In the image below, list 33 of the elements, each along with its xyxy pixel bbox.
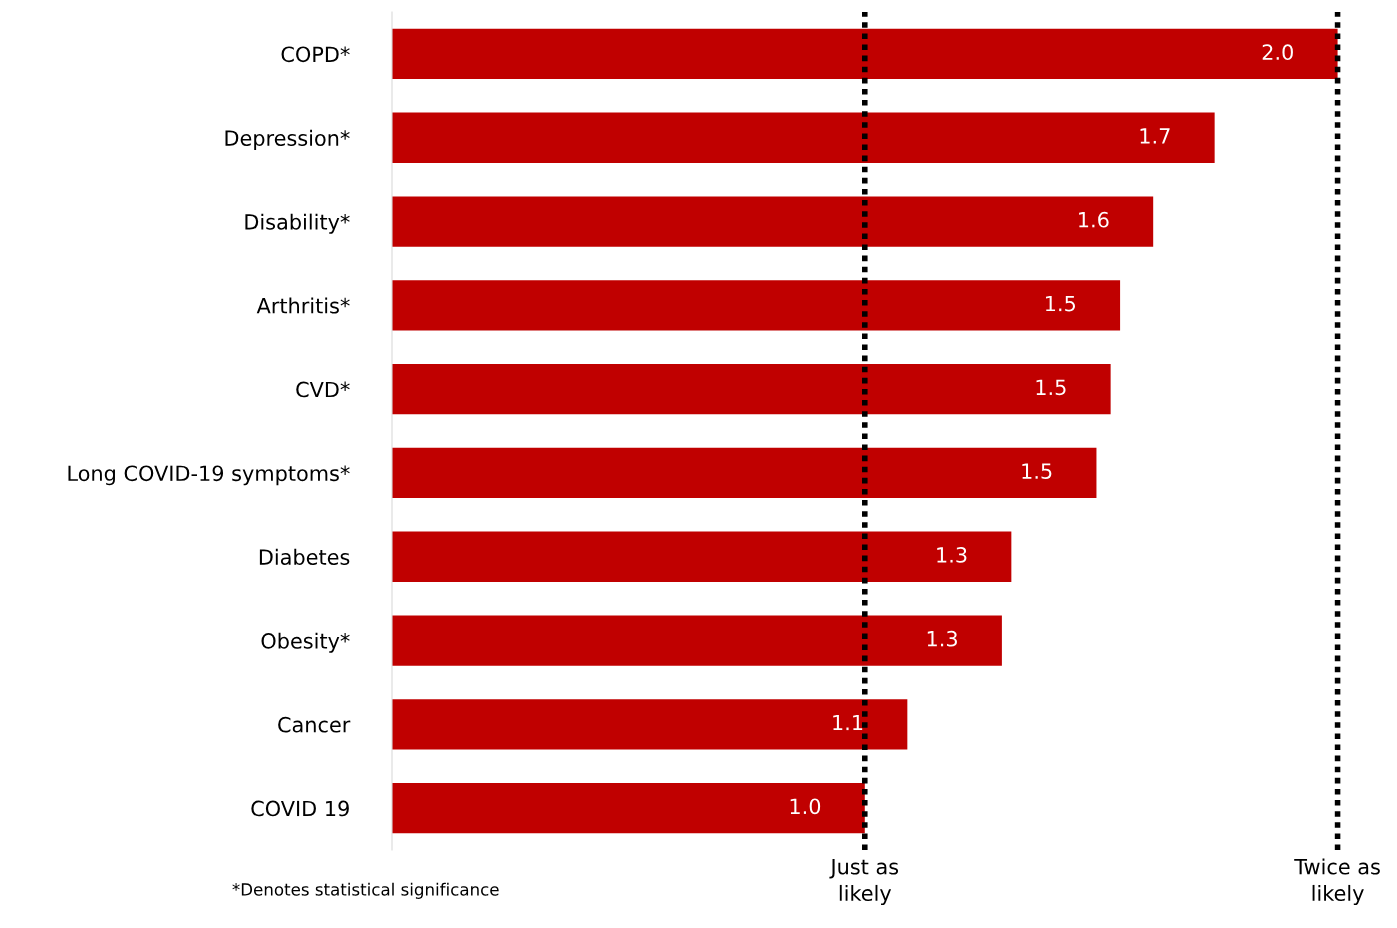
y-tick-label: COPD* <box>281 46 350 63</box>
y-tick-label: Cancer <box>278 716 351 733</box>
data-label: 1.6 <box>1079 211 1109 228</box>
bar <box>392 280 1121 331</box>
bar <box>392 112 1215 163</box>
y-tick-label: Disability* <box>245 213 350 234</box>
data-label: 1.1 <box>833 714 863 731</box>
data-label: 1.3 <box>937 547 967 563</box>
y-tick-label: Long COVID-19 symptoms* <box>68 465 350 486</box>
data-label: 1.7 <box>1140 128 1170 144</box>
bar <box>392 447 1097 499</box>
data-label: 1.0 <box>790 798 821 815</box>
y-tick-label: Arthritis* <box>256 297 350 314</box>
y-tick-label: CVD* <box>296 381 350 398</box>
y-tick-label: Depression* <box>225 129 350 151</box>
data-label: 1.5 <box>1036 379 1066 396</box>
data-label: 1.5 <box>1045 295 1076 312</box>
bar <box>392 196 1154 247</box>
data-label: 1.3 <box>927 630 957 647</box>
y-tick-label: COVID 19 <box>251 800 349 817</box>
y-tick-label: Obesity* <box>261 632 350 653</box>
bar <box>392 783 865 834</box>
bar <box>392 28 1338 80</box>
data-label: 2.0 <box>1262 44 1293 61</box>
bar <box>392 699 908 750</box>
bar <box>392 615 1002 666</box>
bar <box>392 364 1111 415</box>
ref-line-label: Just as likely <box>829 859 899 906</box>
bar <box>392 531 1012 582</box>
text: *Denotes statistical significance <box>232 882 499 899</box>
data-label: 1.5 <box>1022 463 1052 479</box>
ref-line-label: Twice as likely <box>1294 858 1380 906</box>
y-tick-label: Diabetes <box>259 548 350 565</box>
